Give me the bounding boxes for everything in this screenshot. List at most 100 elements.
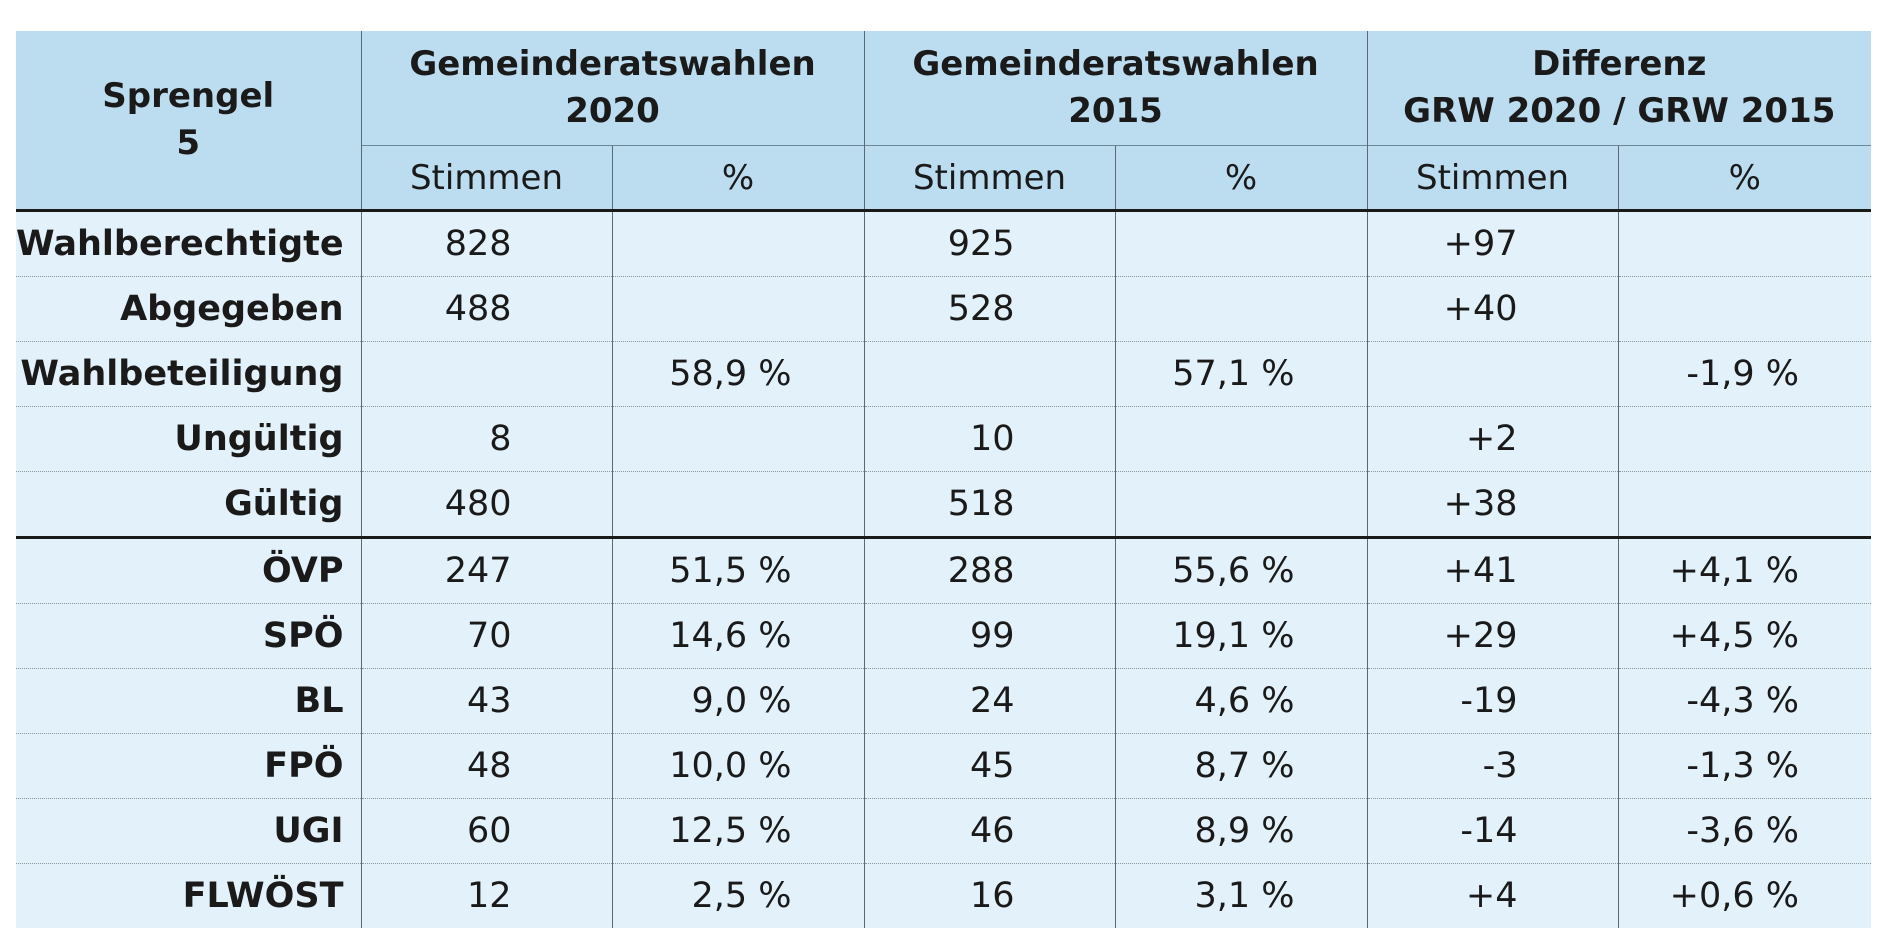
header-row-groups: Sprengel 5 Gemeinderatswahlen 2020 Gemei…	[16, 31, 1872, 211]
cell-pct-diff	[1617, 406, 1872, 472]
cell-votes-2015: 288	[863, 537, 1116, 604]
group-header-2015-year: 2015	[1068, 91, 1163, 131]
cell-votes-diff: +41	[1366, 537, 1619, 604]
cell-pct-diff: -3,6 %	[1617, 798, 1872, 864]
table-row: Gültig 480 518 +38	[16, 471, 1872, 539]
row-label: Abgegeben	[16, 276, 361, 342]
cell-pct-2020	[611, 276, 865, 342]
group-header-2015-title: Gemeinderatswahlen	[912, 44, 1319, 84]
cell-votes-diff: +2	[1366, 406, 1619, 472]
cell-votes-2020: 8	[360, 406, 612, 472]
cell-pct-diff: -1,3 %	[1617, 733, 1872, 799]
table-row: FPÖ 48 10,0 % 45 8,7 % -3 -1,3 %	[16, 733, 1872, 799]
cell-votes-2015	[863, 341, 1116, 407]
header-row-subheaders: Stimmen % Stimmen % Stimmen %	[16, 145, 1872, 211]
cell-votes-2015: 518	[863, 471, 1116, 539]
cell-pct-diff: +4,1 %	[1617, 537, 1872, 604]
cell-pct-2020	[611, 406, 865, 472]
cell-votes-diff: +40	[1366, 276, 1619, 342]
table-row: Ungültig 8 10 +2	[16, 406, 1872, 472]
cell-pct-2020	[611, 210, 865, 277]
subheader-pct-2020: %	[611, 145, 865, 211]
cell-votes-2015: 925	[863, 210, 1116, 277]
sprengel-header: Sprengel 5	[16, 31, 361, 211]
cell-votes-diff: -14	[1366, 798, 1619, 864]
cell-votes-diff	[1366, 341, 1619, 407]
cell-pct-diff	[1617, 210, 1872, 277]
cell-pct-diff: -1,9 %	[1617, 341, 1872, 407]
cell-pct-2015: 55,6 %	[1114, 537, 1368, 604]
group-header-2015: Gemeinderatswahlen 2015	[863, 31, 1368, 146]
cell-pct-2015: 19,1 %	[1114, 603, 1368, 669]
cell-votes-diff: +29	[1366, 603, 1619, 669]
sprengel-label: Sprengel	[102, 76, 275, 116]
subheader-votes-2015: Stimmen	[863, 145, 1116, 211]
election-results-table: Sprengel 5 Gemeinderatswahlen 2020 Gemei…	[16, 31, 1872, 928]
cell-pct-2015: 8,7 %	[1114, 733, 1368, 799]
cell-pct-2020: 58,9 %	[611, 341, 865, 407]
row-label: UGI	[16, 798, 361, 864]
row-label: Wahlbeteiligung	[16, 341, 361, 407]
cell-votes-2020: 488	[360, 276, 612, 342]
cell-pct-2015: 4,6 %	[1114, 668, 1368, 734]
cell-votes-2015: 99	[863, 603, 1116, 669]
group-header-difference: Differenz GRW 2020 / GRW 2015	[1366, 31, 1872, 146]
cell-votes-2020: 48	[360, 733, 612, 799]
subheader-pct-diff: %	[1617, 145, 1872, 211]
cell-votes-diff: +4	[1366, 863, 1619, 928]
cell-pct-2015: 57,1 %	[1114, 341, 1368, 407]
subheader-votes-2020: Stimmen	[360, 145, 612, 211]
cell-pct-2020: 10,0 %	[611, 733, 865, 799]
cell-votes-diff: +38	[1366, 471, 1619, 539]
row-label: Ungültig	[16, 406, 361, 472]
table-row: BL 43 9,0 % 24 4,6 % -19 -4,3 %	[16, 668, 1872, 734]
cell-votes-diff: -19	[1366, 668, 1619, 734]
group-header-2020-title: Gemeinderatswahlen	[409, 44, 816, 84]
table-row: Wahlberechtigte 828 925 +97	[16, 210, 1872, 277]
cell-pct-diff	[1617, 471, 1872, 539]
cell-pct-2015	[1114, 471, 1368, 539]
row-label: SPÖ	[16, 603, 361, 669]
table-row: Wahlbeteiligung 58,9 % 57,1 % -1,9 %	[16, 341, 1872, 407]
cell-pct-diff: -4,3 %	[1617, 668, 1872, 734]
cell-pct-2020: 9,0 %	[611, 668, 865, 734]
cell-votes-diff: -3	[1366, 733, 1619, 799]
table-row: ÖVP 247 51,5 % 288 55,6 % +41 +4,1 %	[16, 537, 1872, 604]
cell-votes-2020: 43	[360, 668, 612, 734]
cell-votes-2015: 16	[863, 863, 1116, 928]
group-header-difference-title: Differenz	[1532, 44, 1707, 84]
cell-votes-diff: +97	[1366, 210, 1619, 277]
table-row: Abgegeben 488 528 +40	[16, 276, 1872, 342]
subheader-pct-2015: %	[1114, 145, 1368, 211]
cell-pct-2020	[611, 471, 865, 539]
cell-votes-2015: 10	[863, 406, 1116, 472]
sprengel-number: 5	[176, 123, 201, 163]
row-label: ÖVP	[16, 537, 361, 604]
cell-pct-2015	[1114, 210, 1368, 277]
table-header: Sprengel 5 Gemeinderatswahlen 2020 Gemei…	[16, 31, 1872, 211]
cell-pct-2020: 51,5 %	[611, 537, 865, 604]
cell-votes-2015: 24	[863, 668, 1116, 734]
group-header-2020-year: 2020	[565, 91, 660, 131]
cell-votes-2015: 45	[863, 733, 1116, 799]
table-row: UGI 60 12,5 % 46 8,9 % -14 -3,6 %	[16, 798, 1872, 864]
cell-pct-2020: 12,5 %	[611, 798, 865, 864]
cell-pct-diff: +0,6 %	[1617, 863, 1872, 928]
cell-votes-2015: 528	[863, 276, 1116, 342]
cell-votes-2020: 480	[360, 471, 612, 539]
cell-pct-2020: 14,6 %	[611, 603, 865, 669]
row-label: Wahlberechtigte	[16, 210, 361, 277]
cell-votes-2020: 70	[360, 603, 612, 669]
cell-pct-2015: 8,9 %	[1114, 798, 1368, 864]
cell-votes-2015: 46	[863, 798, 1116, 864]
cell-pct-2015	[1114, 276, 1368, 342]
table-body: Wahlberechtigte 828 925 +97 Abgegeben 488 528 +…	[16, 210, 1872, 928]
group-header-difference-subtitle: GRW 2020 / GRW 2015	[1403, 91, 1836, 131]
row-label: BL	[16, 668, 361, 734]
group-header-2020: Gemeinderatswahlen 2020	[360, 31, 865, 146]
table-row: FLWÖST 12 2,5 % 16 3,1 % +4 +0,6 %	[16, 863, 1872, 928]
cell-pct-diff	[1617, 276, 1872, 342]
table-row: SPÖ 70 14,6 % 99 19,1 % +29 +4,5 %	[16, 603, 1872, 669]
cell-votes-2020	[360, 341, 612, 407]
row-label: FLWÖST	[16, 863, 361, 928]
